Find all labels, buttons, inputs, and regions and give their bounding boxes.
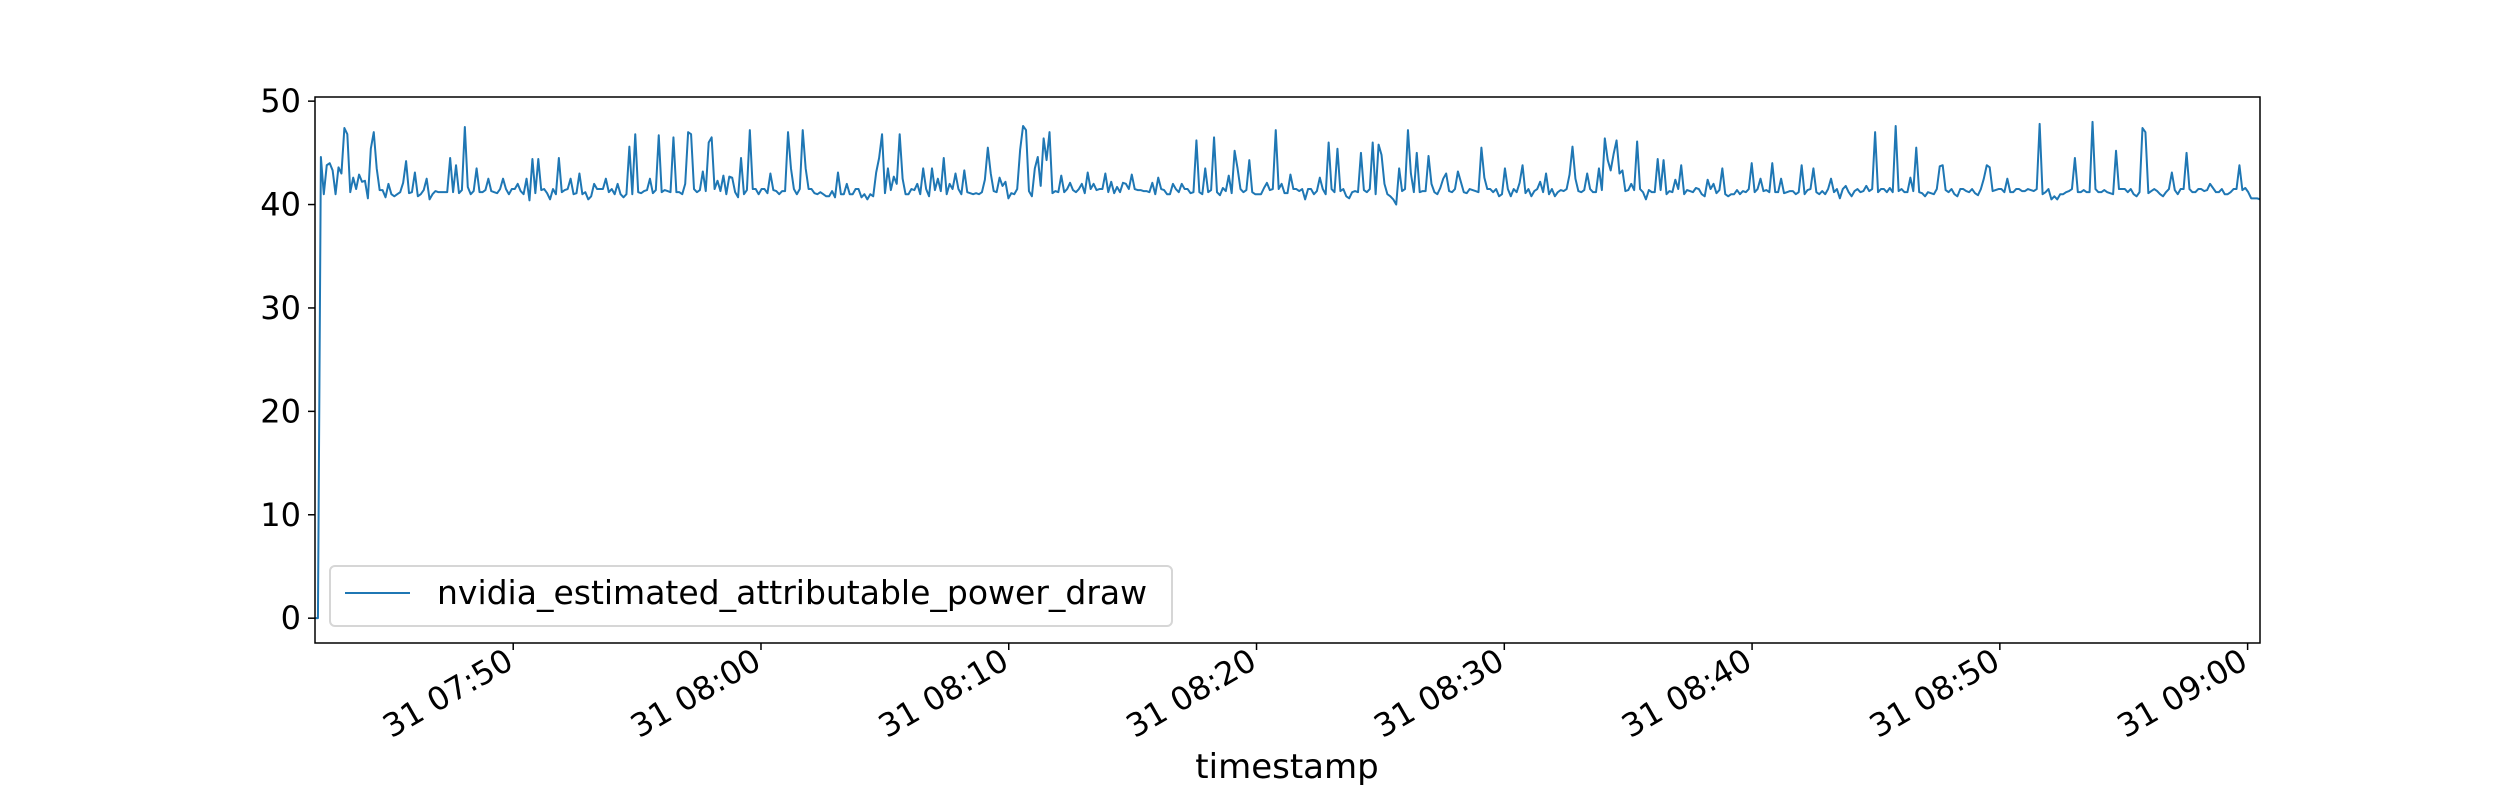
x-tick-label: 31 08:10 xyxy=(872,641,1015,745)
y-tick-label: 40 xyxy=(260,186,301,224)
y-tick-label: 20 xyxy=(260,392,301,430)
x-tick-label: 31 08:20 xyxy=(1120,641,1263,745)
plot-area xyxy=(315,120,2261,620)
x-tick-label: 31 08:40 xyxy=(1615,641,1758,745)
y-axis: 0 10 20 30 40 50 xyxy=(260,82,315,637)
y-tick-label: 50 xyxy=(260,82,301,120)
y-tick-label: 30 xyxy=(260,289,301,327)
series-line xyxy=(315,120,2261,620)
x-tick-label: 31 08:00 xyxy=(624,641,767,745)
legend-box xyxy=(329,565,1173,627)
x-axis: 31 07:50 31 08:00 31 08:10 31 08:20 31 08:30… xyxy=(376,641,2253,745)
legend-label: nvidia_estimated_attributable_power_draw xyxy=(437,573,1147,612)
x-axis-label: timestamp xyxy=(1195,747,1378,787)
x-tick-label: 31 07:50 xyxy=(376,641,519,745)
x-tick-label: 31 08:30 xyxy=(1367,641,1510,745)
x-tick-label: 31 08:50 xyxy=(1863,641,2006,745)
x-tick-label: 31 09:00 xyxy=(2111,641,2254,745)
y-tick-label: 10 xyxy=(260,496,301,534)
legend: nvidia_estimated_attributable_power_draw xyxy=(329,565,1173,627)
plot-frame xyxy=(314,96,2261,644)
y-tick-label: 0 xyxy=(281,599,301,637)
